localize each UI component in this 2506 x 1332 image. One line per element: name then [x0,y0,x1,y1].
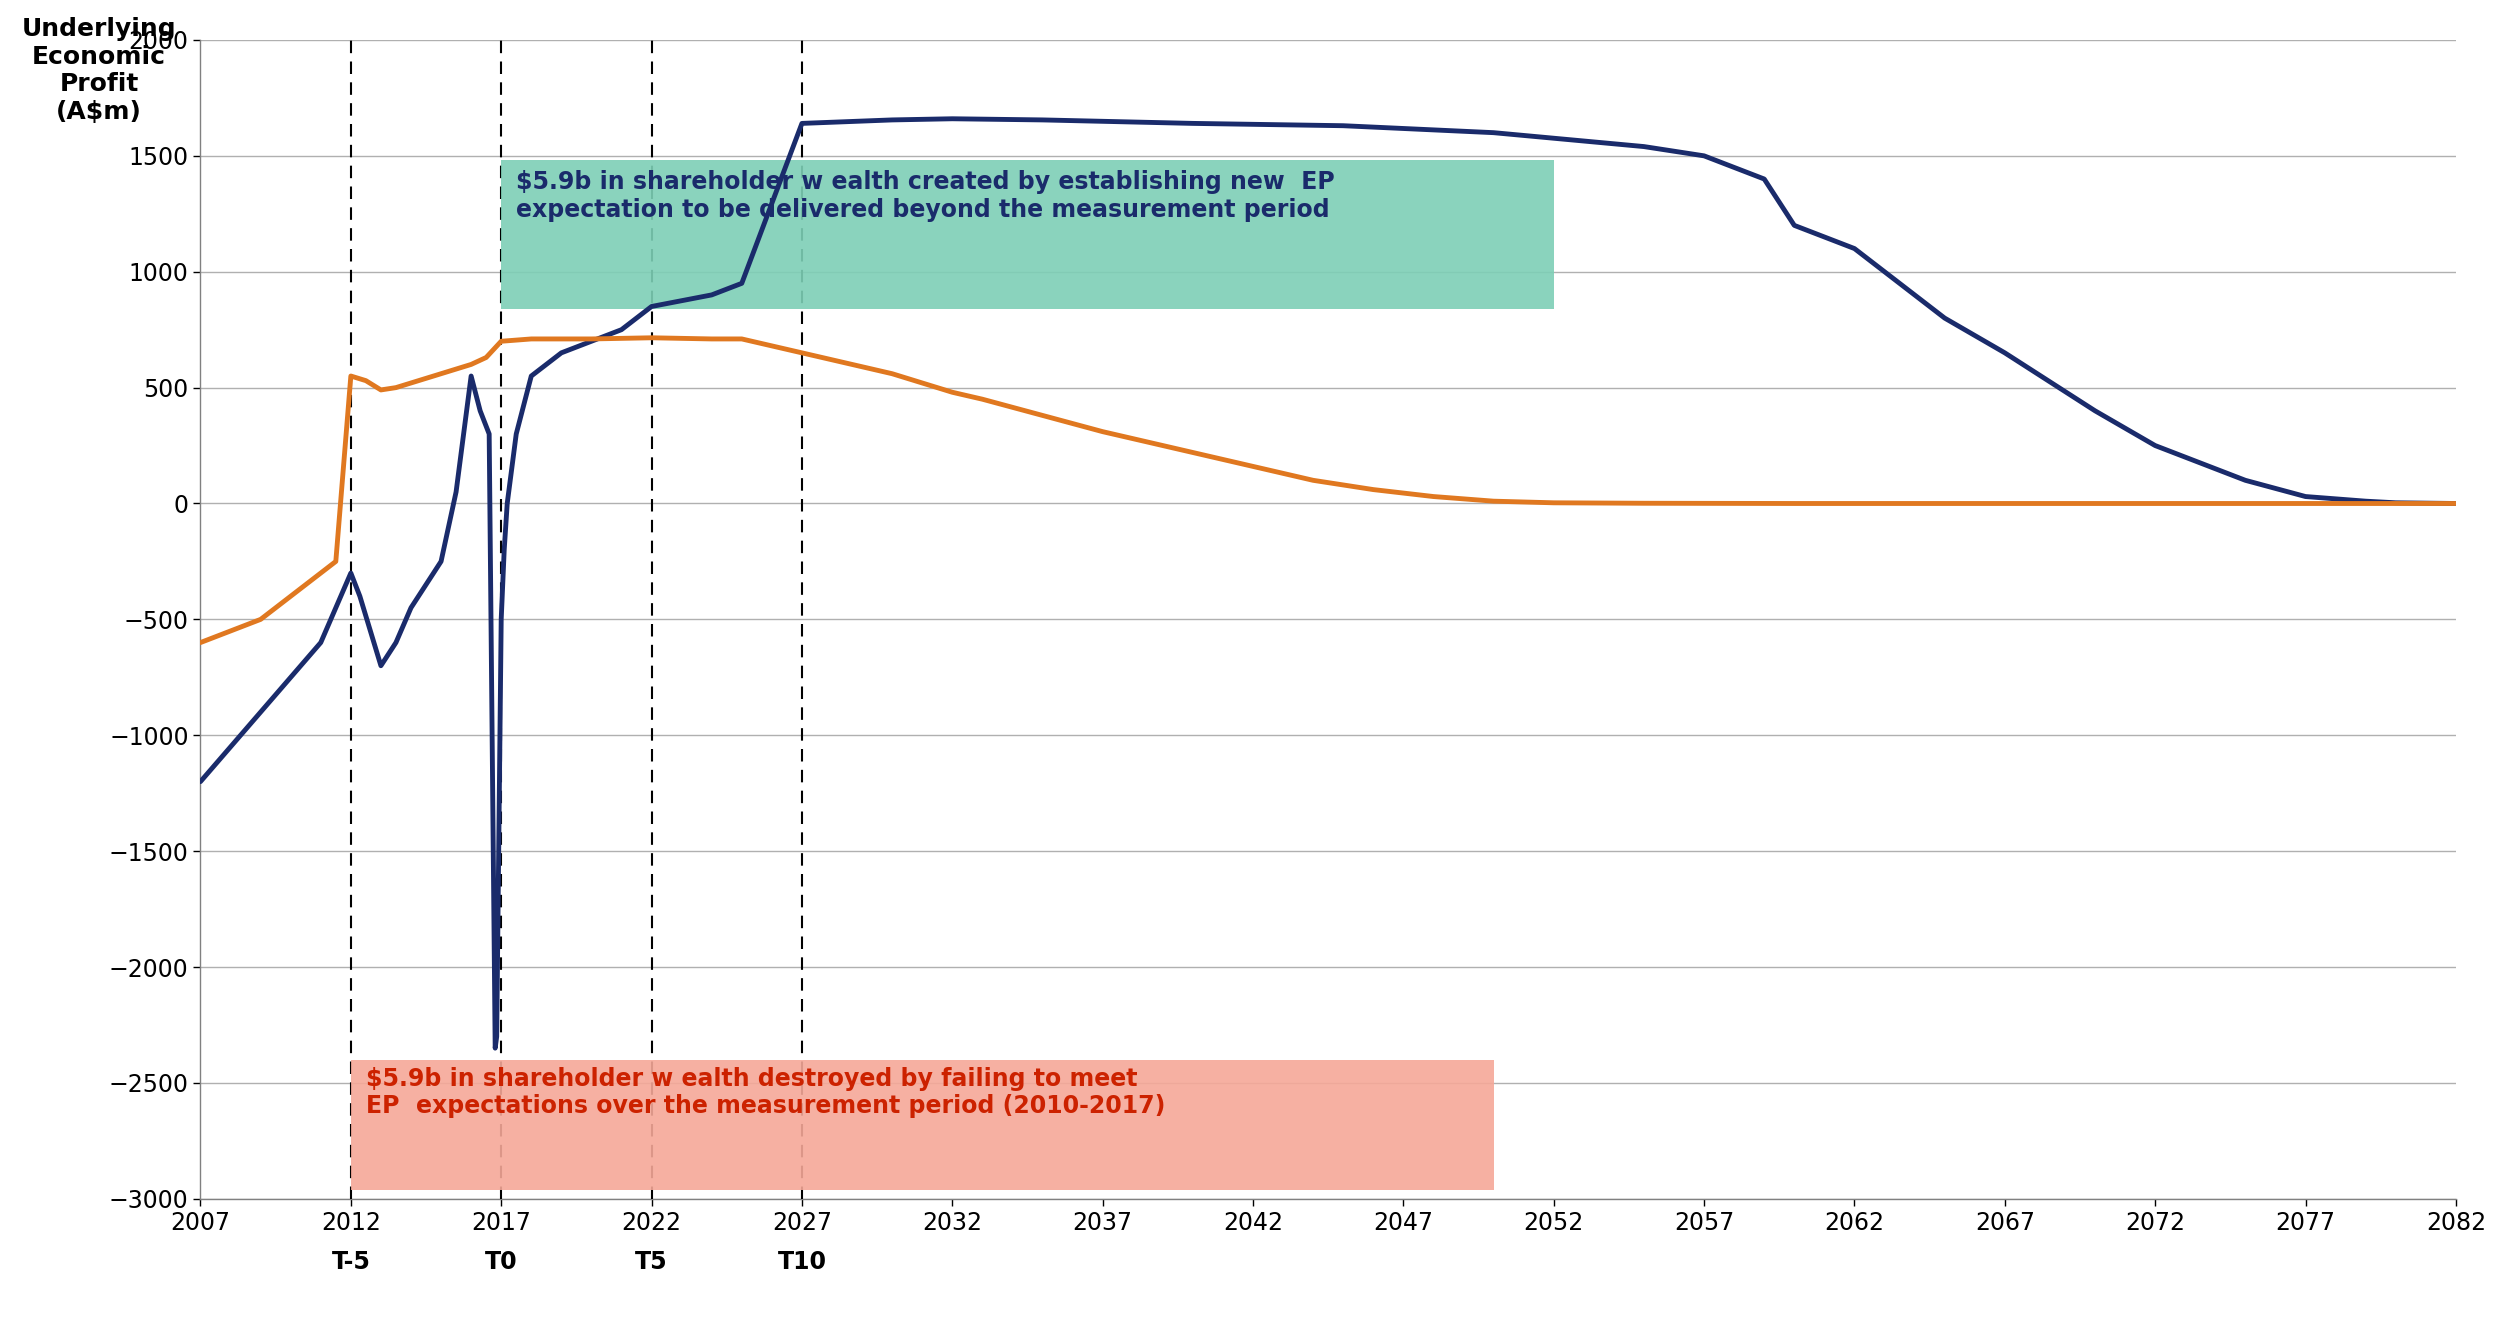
Text: T0: T0 [484,1249,519,1273]
Text: Underlying
Economic
Profit
(A$m): Underlying Economic Profit (A$m) [23,17,175,124]
Text: T10: T10 [777,1249,827,1273]
Text: $5.9b in shareholder w ealth destroyed by failing to meet
EP  expectations over : $5.9b in shareholder w ealth destroyed b… [366,1067,1165,1119]
Bar [351,1060,1494,1189]
Bar [501,160,1554,309]
Text: T-5: T-5 [331,1249,371,1273]
Text: $5.9b in shareholder w ealth created by establishing new  EP
expectation to be d: $5.9b in shareholder w ealth created by … [516,169,1336,221]
Text: T5: T5 [634,1249,669,1273]
